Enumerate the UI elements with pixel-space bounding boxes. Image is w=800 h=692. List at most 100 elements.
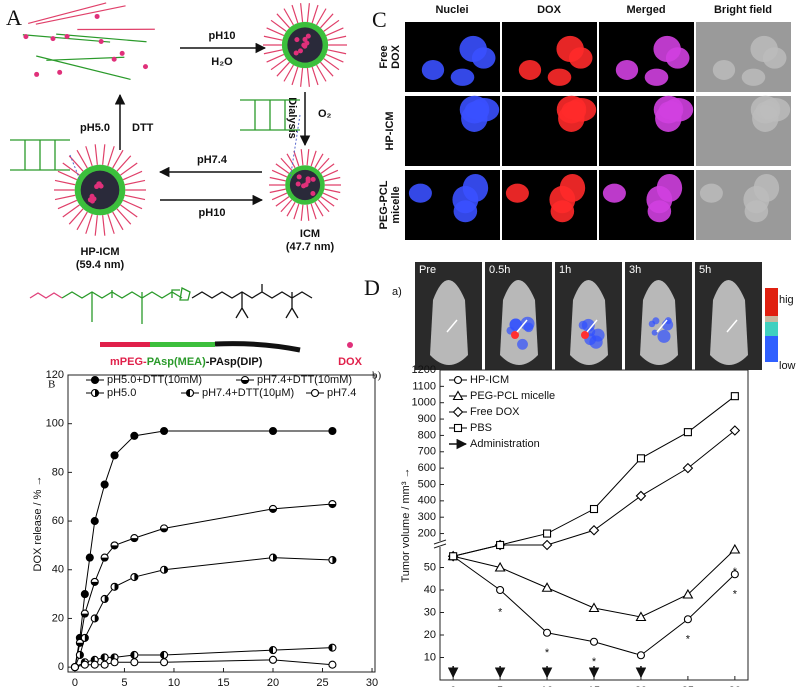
micelle-dox — [301, 183, 306, 188]
micelle-shell — [123, 171, 142, 179]
micelle-shell — [301, 149, 303, 165]
cell — [751, 96, 781, 124]
free-dox — [120, 51, 125, 56]
data-point — [637, 652, 644, 659]
free-dox — [143, 64, 148, 69]
micelle-dox — [306, 179, 311, 184]
column-header: Merged — [626, 4, 665, 16]
data-point — [329, 661, 336, 668]
x-tick-label: 15 — [217, 677, 229, 687]
cell — [713, 60, 735, 80]
data-point — [312, 390, 319, 397]
micelle-shell — [95, 144, 97, 165]
data-point — [86, 554, 93, 561]
data-point — [91, 518, 98, 525]
cell — [648, 200, 672, 222]
arrow-label: pH10 — [209, 30, 236, 42]
data-point — [161, 659, 168, 666]
polymer-chain — [28, 3, 106, 23]
micelle-shell — [267, 28, 284, 36]
micelle-shell — [307, 68, 309, 87]
cell — [451, 69, 475, 86]
micelle-shell — [58, 200, 77, 208]
cell — [557, 96, 587, 124]
y-tick-label: 60 — [52, 515, 64, 527]
fluorescence — [517, 339, 528, 350]
micelle-shell — [312, 67, 318, 85]
cell — [700, 184, 723, 203]
cell — [454, 200, 478, 222]
significance-mark: * — [639, 667, 644, 679]
polymer-part: -PAsp(DIP) — [206, 356, 263, 368]
micelle-shell — [307, 149, 309, 165]
cell — [422, 60, 444, 80]
polymer-part: mPEG- — [110, 356, 147, 368]
data-point — [543, 583, 552, 591]
cell — [645, 69, 669, 86]
micelle-shell — [301, 3, 303, 22]
data-point — [454, 408, 463, 417]
sub-label: a) — [392, 286, 402, 298]
micelle-dox — [311, 177, 316, 182]
x-tick-label: 5 — [121, 677, 127, 687]
timepoint-label: 1h — [559, 264, 571, 276]
x-tick-label: 20 — [267, 677, 279, 687]
data-point — [131, 432, 138, 439]
dox-label: DOX — [338, 356, 363, 368]
micelle-shell — [292, 5, 298, 23]
arrow-label: pH5.0 — [80, 122, 110, 134]
micelle-shell — [307, 205, 309, 221]
legend-label: HP-ICM — [470, 374, 509, 386]
legend-label: pH5.0+DTT(10mM) — [107, 374, 202, 386]
micelle-shell — [264, 36, 282, 40]
micelle-shell — [103, 144, 105, 165]
legend-label: PBS — [470, 422, 492, 434]
panel-label: D — [364, 275, 380, 300]
micelle-shell — [326, 28, 343, 36]
timepoint-label: 5h — [699, 264, 711, 276]
cell — [666, 47, 690, 68]
data-point — [497, 587, 504, 594]
free-dox — [34, 72, 39, 77]
data-point — [161, 427, 168, 434]
y-tick-label: 500 — [418, 478, 436, 490]
significance-mark: * — [498, 606, 503, 618]
data-point — [131, 659, 138, 666]
data-point — [71, 664, 78, 671]
data-point — [111, 659, 118, 666]
x-tick-label: 0 — [72, 677, 78, 687]
fluorescence — [652, 330, 658, 336]
free-dox — [57, 70, 62, 75]
micelle-shell — [270, 178, 286, 181]
fluorescence — [657, 330, 670, 343]
cell — [506, 184, 529, 203]
y-tick-label: 900 — [418, 413, 436, 425]
timepoint-label: Pre — [419, 264, 436, 276]
arrow-label: O₂ — [318, 108, 332, 120]
micelle-shell — [270, 189, 286, 192]
data-point — [329, 427, 336, 434]
data-point — [590, 604, 599, 612]
panel-label: b) — [372, 370, 382, 382]
micelle-shell — [103, 215, 105, 236]
cell — [548, 69, 572, 86]
y-tick-label: 600 — [418, 462, 436, 474]
data-point — [637, 455, 644, 462]
colorbar — [765, 322, 778, 336]
fluorescence — [524, 322, 534, 332]
micelle-dox — [296, 181, 301, 186]
y-tick-label: 300 — [418, 511, 436, 523]
micelle-shell — [301, 68, 303, 87]
micelle-shell — [272, 193, 287, 200]
data-point — [731, 393, 738, 400]
fluorescence — [652, 317, 659, 324]
data-point — [590, 526, 599, 535]
micelle-dox — [294, 37, 299, 42]
row-label: HP-ICM — [384, 111, 396, 150]
polymer-part: PAsp(MEA) — [147, 356, 206, 368]
legend-label: pH7.4+DTT(10mM) — [257, 374, 352, 386]
data-point — [101, 481, 108, 488]
colorbar — [765, 336, 778, 362]
y-tick-label: 50 — [424, 561, 436, 573]
data-line — [75, 558, 332, 668]
